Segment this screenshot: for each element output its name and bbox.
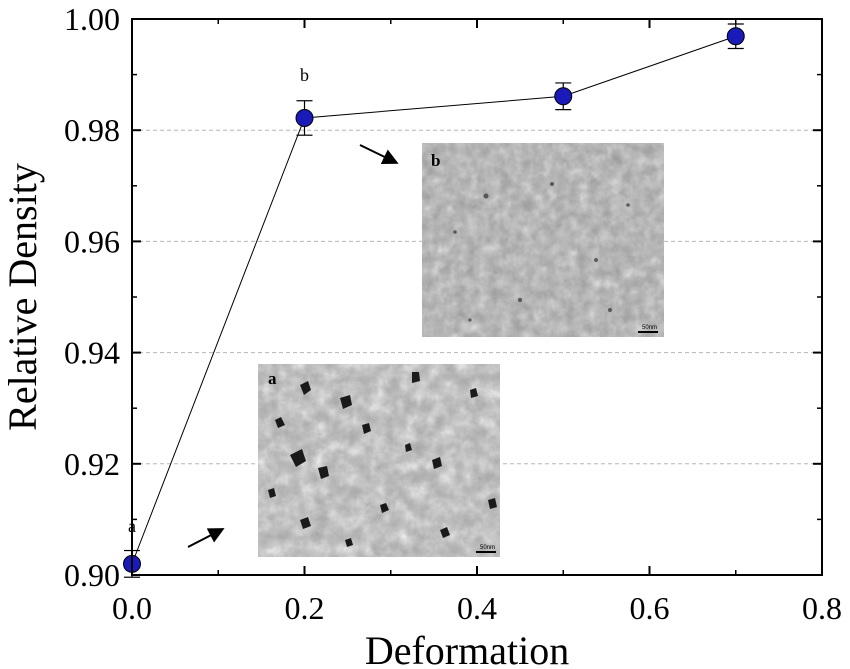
arrow-to-micrograph-b — [359, 144, 399, 164]
x-tick-label: 0.4 — [457, 590, 497, 626]
x-tick-label: 0.2 — [285, 590, 325, 626]
micrograph-a-pores — [268, 372, 497, 547]
micrograph-b-texture — [422, 143, 664, 337]
micrograph-b-scale-text: 50nm — [642, 325, 657, 331]
micrograph-b-dark-spots — [453, 182, 630, 322]
micrograph-a-label: a — [268, 369, 277, 388]
y-tick-label: 0.94 — [64, 335, 120, 371]
y-tick-label: 1.00 — [64, 1, 120, 37]
x-axis-ticks: 0.0 0.2 0.4 0.6 0.8 — [112, 19, 842, 626]
series-line — [131, 35, 736, 565]
y-tick-label: 0.92 — [64, 446, 120, 482]
x-tick-label: 0.6 — [630, 590, 670, 626]
y-tick-label: 0.90 — [64, 557, 120, 593]
y-tick-label: 0.96 — [64, 223, 120, 259]
point-label-b: b — [300, 65, 309, 85]
micrograph-b-inset: b 50nm — [422, 143, 664, 337]
data-point — [554, 87, 573, 106]
micrograph-a-scale-bar — [476, 551, 496, 553]
arrow-to-micrograph-a — [187, 528, 225, 548]
y-axis-ticks: 0.90 0.92 0.94 0.96 0.98 1.00 — [64, 1, 822, 593]
data-point — [295, 108, 314, 127]
x-tick-label: 0.0 — [112, 590, 152, 626]
series-polyline — [131, 35, 736, 565]
data-point — [726, 27, 745, 46]
micrograph-b-scale-bar — [638, 331, 658, 333]
y-axis-title: Relative Density — [0, 163, 45, 431]
micrograph-b-label: b — [431, 151, 440, 170]
y-tick-label: 0.98 — [64, 112, 120, 148]
micrograph-a-scale-text: 50nm — [480, 545, 495, 551]
x-tick-label: 0.8 — [802, 590, 842, 626]
x-axis-title: Deformation — [365, 628, 569, 669]
micrograph-a-inset: a 50nm — [258, 364, 500, 557]
